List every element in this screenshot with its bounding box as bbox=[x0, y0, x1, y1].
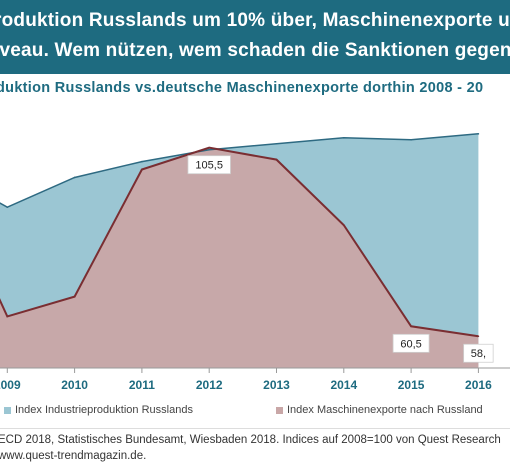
point-industry-2011 bbox=[141, 160, 143, 163]
x-tick-label-2009: 2009 bbox=[0, 378, 21, 392]
point-industry-2015 bbox=[410, 138, 412, 141]
source-footer: ECD 2018, Statistisches Bundesamt, Wiesb… bbox=[0, 428, 510, 473]
website-link[interactable]: www.quest-trendmagazin.de. bbox=[0, 450, 147, 462]
legend-swatch-industry bbox=[4, 406, 11, 414]
legend-label-exports: Index Maschinenexporte nach Russland bbox=[287, 404, 483, 416]
data-label-2016: 58, bbox=[471, 348, 486, 360]
data-label-box-2015 bbox=[392, 333, 430, 353]
data-label-box-2016 bbox=[463, 343, 494, 363]
chart-subtitle: duktion Russlands vs.deutsche Maschinene… bbox=[0, 80, 484, 96]
point-industry-2010 bbox=[73, 176, 76, 179]
area-exports bbox=[0, 147, 479, 368]
data-label-2015: 60,5 bbox=[400, 338, 421, 350]
x-tick-label-2010: 2010 bbox=[61, 378, 88, 392]
x-tick-label-2016: 2016 bbox=[465, 378, 492, 392]
title-line-1: roduktion Russlands um 10% über, Maschin… bbox=[0, 10, 510, 31]
title-line-2: iveau. Wem nützen, wem schaden die Sankt… bbox=[0, 40, 510, 61]
legend-label-industry: Index Industrieproduktion Russlands bbox=[15, 404, 193, 416]
point-exports-2014 bbox=[343, 224, 345, 226]
point-exports-2010 bbox=[73, 295, 76, 298]
source-text: ECD 2018, Statistisches Bundesamt, Wiesb… bbox=[0, 434, 501, 446]
point-exports-2009 bbox=[6, 315, 9, 318]
point-industry-2016 bbox=[477, 133, 480, 135]
legend-item-industry: Index Industrieproduktion Russlands bbox=[4, 404, 193, 416]
point-exports-2016 bbox=[477, 335, 480, 338]
x-tick-label-2014: 2014 bbox=[330, 378, 357, 392]
legend: Index Industrieproduktion Russlands Inde… bbox=[0, 404, 510, 422]
data-label-box-2012 bbox=[187, 155, 231, 175]
point-exports-2015 bbox=[410, 325, 412, 328]
point-industry-2013 bbox=[275, 142, 278, 145]
data-label-2012: 105,5 bbox=[195, 160, 223, 172]
legend-item-exports: Index Maschinenexporte nach Russland bbox=[276, 404, 483, 416]
title-banner: roduktion Russlands um 10% über, Maschin… bbox=[0, 0, 510, 74]
point-industry-2014 bbox=[343, 136, 345, 139]
point-industry-2009 bbox=[6, 206, 9, 209]
x-tick-label-2015: 2015 bbox=[398, 378, 425, 392]
legend-swatch-exports bbox=[276, 406, 283, 414]
x-tick-label-2011: 2011 bbox=[129, 378, 155, 392]
point-exports-2012 bbox=[208, 146, 210, 149]
area-chart: 200820092010201120122013201420152016105,… bbox=[0, 133, 510, 392]
x-tick-label-2013: 2013 bbox=[263, 378, 290, 392]
point-exports-2011 bbox=[141, 168, 143, 171]
x-tick-label-2012: 2012 bbox=[196, 378, 223, 392]
point-exports-2013 bbox=[275, 158, 278, 161]
point-industry-2012 bbox=[208, 148, 210, 151]
